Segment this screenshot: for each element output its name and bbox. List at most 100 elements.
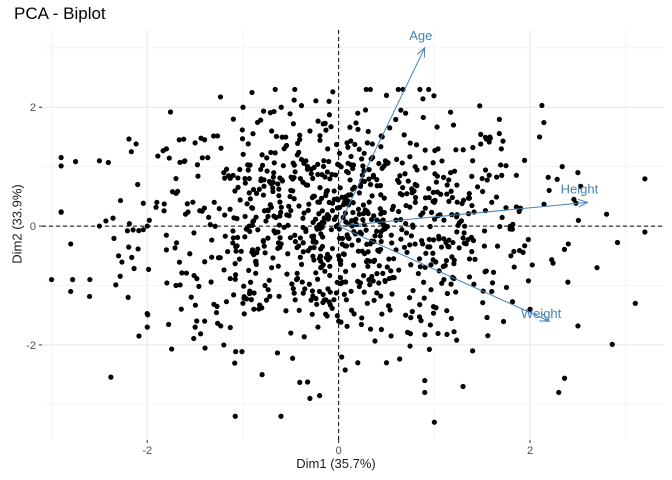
data-point bbox=[412, 241, 418, 247]
data-point bbox=[367, 181, 374, 188]
arrowhead-height bbox=[577, 198, 589, 208]
data-point bbox=[371, 258, 377, 264]
data-point bbox=[357, 229, 363, 235]
data-point bbox=[227, 275, 233, 282]
data-point bbox=[187, 251, 193, 257]
data-point bbox=[317, 226, 323, 232]
data-point bbox=[395, 86, 401, 93]
data-point bbox=[272, 86, 278, 93]
data-point bbox=[285, 251, 291, 257]
data-point bbox=[161, 201, 167, 207]
data-point bbox=[297, 254, 303, 260]
data-point bbox=[398, 216, 404, 223]
data-point bbox=[421, 295, 427, 301]
data-point bbox=[484, 177, 490, 183]
data-point bbox=[153, 204, 159, 210]
data-point bbox=[277, 213, 283, 219]
data-point bbox=[183, 270, 190, 276]
data-point bbox=[192, 140, 198, 146]
data-point bbox=[451, 329, 457, 335]
data-point bbox=[427, 223, 433, 230]
data-point bbox=[253, 261, 259, 268]
data-point bbox=[376, 248, 382, 254]
data-point bbox=[336, 150, 343, 156]
data-point bbox=[441, 217, 447, 223]
data-point bbox=[196, 283, 202, 289]
data-point bbox=[366, 199, 372, 205]
data-point bbox=[163, 232, 169, 238]
data-point bbox=[233, 349, 239, 355]
data-point bbox=[225, 248, 231, 255]
data-point bbox=[237, 197, 243, 203]
data-point bbox=[494, 174, 500, 180]
data-point bbox=[313, 270, 319, 276]
data-point bbox=[408, 315, 414, 321]
y-axis-label: Dim2 (33.9%) bbox=[9, 184, 25, 264]
data-point bbox=[449, 194, 455, 201]
data-point bbox=[275, 245, 281, 252]
data-point bbox=[423, 250, 429, 256]
data-point bbox=[325, 146, 331, 152]
data-point bbox=[288, 330, 294, 336]
data-point bbox=[144, 324, 150, 330]
data-point bbox=[218, 145, 224, 151]
data-point bbox=[539, 102, 545, 109]
data-point bbox=[480, 188, 486, 195]
data-point bbox=[279, 177, 285, 183]
data-point bbox=[431, 93, 437, 99]
data-point bbox=[493, 194, 500, 200]
data-point bbox=[360, 163, 366, 169]
data-point bbox=[376, 280, 382, 286]
data-point bbox=[278, 104, 284, 110]
data-point bbox=[246, 190, 252, 196]
data-point bbox=[565, 241, 571, 247]
data-point bbox=[360, 202, 366, 208]
data-point bbox=[177, 159, 183, 165]
data-point bbox=[497, 223, 503, 230]
data-point bbox=[230, 172, 236, 179]
data-point bbox=[345, 192, 352, 198]
data-point bbox=[462, 223, 468, 229]
data-point bbox=[295, 140, 301, 147]
data-point bbox=[326, 199, 332, 206]
data-point bbox=[337, 185, 343, 191]
data-point bbox=[503, 163, 509, 169]
data-point bbox=[251, 306, 257, 312]
data-point bbox=[430, 189, 436, 196]
data-point bbox=[108, 374, 114, 380]
arrowhead-age bbox=[416, 46, 426, 58]
data-point bbox=[270, 188, 276, 195]
data-point bbox=[448, 315, 454, 322]
data-point bbox=[301, 210, 307, 216]
data-point bbox=[559, 164, 565, 170]
data-point bbox=[309, 288, 316, 294]
data-point bbox=[522, 243, 528, 249]
data-point bbox=[411, 188, 417, 194]
data-point bbox=[190, 199, 196, 205]
data-point bbox=[317, 185, 323, 191]
data-point bbox=[340, 251, 347, 257]
data-point bbox=[322, 268, 328, 274]
data-point bbox=[486, 172, 492, 178]
data-point bbox=[460, 235, 466, 241]
data-point bbox=[422, 147, 428, 153]
data-point bbox=[397, 190, 403, 197]
data-point bbox=[273, 133, 280, 140]
data-point bbox=[222, 175, 228, 181]
data-point bbox=[240, 104, 246, 110]
data-point bbox=[321, 215, 327, 221]
data-point bbox=[435, 213, 441, 219]
data-point bbox=[222, 233, 228, 239]
data-point bbox=[498, 146, 504, 152]
data-point bbox=[381, 195, 387, 201]
data-point bbox=[482, 134, 488, 140]
data-point bbox=[315, 199, 321, 205]
data-point bbox=[145, 266, 152, 272]
data-point bbox=[463, 241, 469, 247]
data-point bbox=[353, 216, 359, 222]
data-point bbox=[331, 188, 337, 194]
data-point bbox=[144, 310, 150, 317]
data-point bbox=[377, 233, 383, 239]
data-point bbox=[348, 153, 354, 160]
data-point bbox=[632, 300, 638, 306]
